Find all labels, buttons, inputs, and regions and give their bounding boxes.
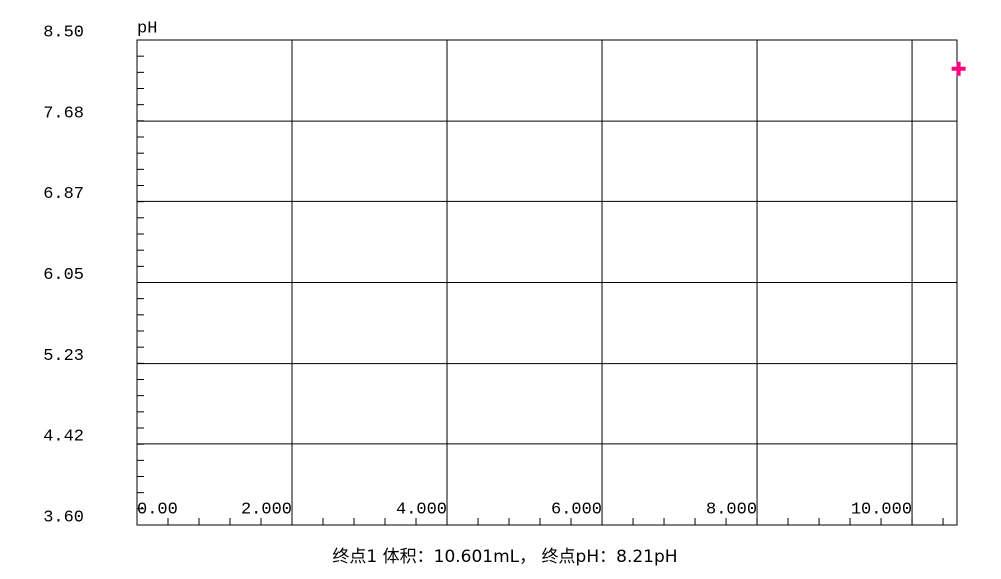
endpoint-marker xyxy=(951,61,966,76)
x-tick-label: 4.000 xyxy=(396,500,447,519)
y-tick-label: 3.60 xyxy=(43,508,84,527)
x-tick-label: 6.000 xyxy=(551,500,602,519)
x-tick-label: 10.000 xyxy=(851,500,912,519)
x-tick-label: 8.000 xyxy=(706,500,757,519)
endpoint-summary: 终点1 体积：10.601mL， 终点pH：8.21pH xyxy=(332,547,677,567)
y-tick-label: 5.23 xyxy=(43,347,84,366)
y-tick-label: 6.87 xyxy=(43,185,84,204)
plot-border xyxy=(136,39,958,526)
x-tick-label: 0.00 xyxy=(137,500,178,519)
y-tick-label: 6.05 xyxy=(43,266,84,285)
y-tick-label: 8.50 xyxy=(43,23,84,42)
y-tick-label: 4.42 xyxy=(43,427,84,446)
y-axis-label: pH xyxy=(137,19,157,38)
y-tick-label: 7.68 xyxy=(43,105,84,124)
x-tick-label: 2.000 xyxy=(241,500,292,519)
